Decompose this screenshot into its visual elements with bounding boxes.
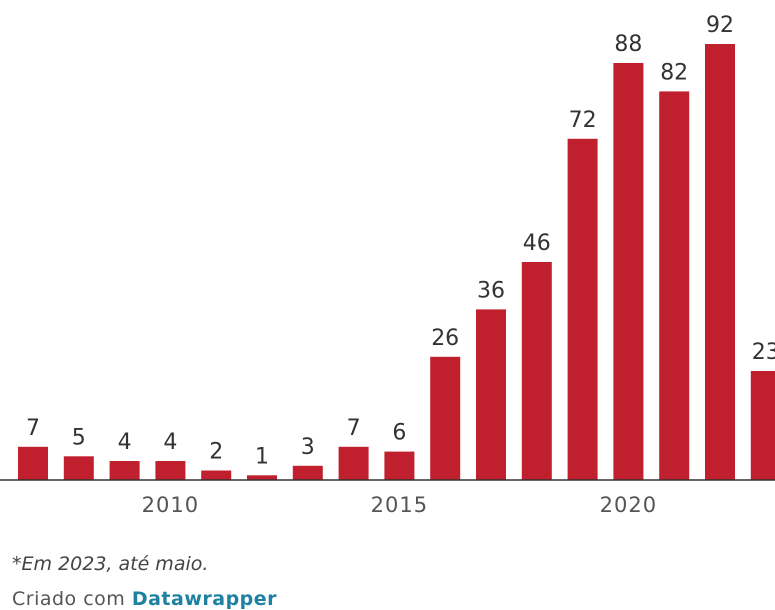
value-label-2011: 2 [209,440,223,465]
credit-prefix: Criado com [12,588,132,610]
value-label-2018: 46 [523,231,551,256]
bar-2012 [247,475,277,480]
bar-2009 [109,461,140,480]
value-label-2013: 3 [301,435,315,460]
value-label-2007: 7 [26,416,40,441]
bar-2017 [476,309,506,480]
value-label-2016: 26 [431,326,459,351]
value-label-2009: 4 [118,430,132,455]
bar-2014 [338,446,369,480]
footnote: *Em 2023, até maio. [12,553,209,575]
datawrapper-link[interactable]: Datawrapper [131,588,278,610]
value-label-2023: 23 [752,340,775,365]
x-tick-2010: 2010 [142,493,199,517]
bar-2020 [613,63,644,480]
value-label-2021: 82 [660,60,688,85]
x-tick-2015: 2015 [371,493,428,517]
value-label-2012: 1 [255,444,269,469]
bar-2008 [63,456,94,480]
bar-2023 [750,371,775,480]
bar-chart: 7 5 4 4 2 1 3 7 6 26 36 46 72 88 82 92 23 2010 2015 2020 [0,13,775,517]
bar-2010 [155,461,186,480]
bar-2022 [705,44,735,480]
bar-2018 [521,262,552,480]
value-label-2019: 72 [569,108,597,133]
value-label-2020: 88 [614,32,642,57]
value-label-2017: 36 [477,278,505,303]
credit-line: Criado com Datawrapper [12,588,277,610]
bar-2013 [292,465,323,480]
bar-2007 [18,446,48,480]
bar-2019 [567,138,598,481]
bar-2016 [430,356,461,480]
value-label-2014: 7 [347,416,361,441]
x-tick-2020: 2020 [600,493,657,517]
bar-2021 [659,91,690,481]
value-label-2022: 92 [706,13,734,38]
value-label-2010: 4 [163,430,177,455]
value-label-2015: 6 [392,421,406,446]
bar-2015 [384,451,415,480]
value-label-2008: 5 [72,425,86,450]
bar-2011 [201,470,232,480]
